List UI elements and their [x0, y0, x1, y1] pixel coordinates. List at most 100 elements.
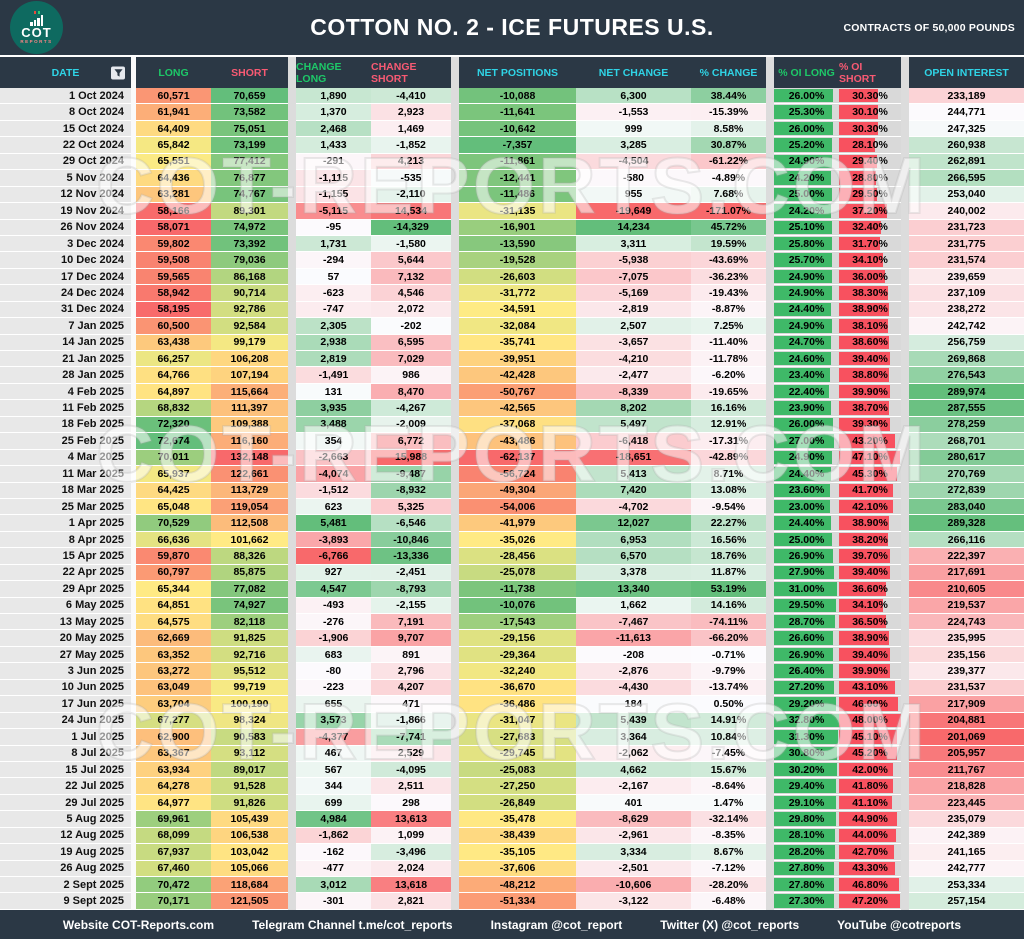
- oi-long-data-bar: [774, 89, 833, 103]
- column-group-divider: [901, 778, 909, 795]
- column-group-divider: [288, 597, 296, 614]
- column-group-divider: [288, 811, 296, 828]
- column-group-divider: [901, 696, 909, 713]
- column-group-divider: [288, 630, 296, 647]
- column-group-divider: [131, 416, 136, 434]
- column-group-divider: [288, 778, 296, 795]
- cell-long: 64,575: [136, 614, 211, 631]
- cell-changeLong: 699: [296, 794, 371, 812]
- cell-long: 67,460: [136, 860, 211, 877]
- cell-value: 28.20%: [788, 845, 825, 858]
- column-group-divider: [288, 663, 296, 680]
- column-group-divider: [451, 285, 459, 302]
- cell-oiLong: 28.10%: [774, 827, 839, 845]
- cell-long: 63,438: [136, 334, 211, 351]
- column-group-divider: [451, 564, 459, 582]
- data-table-body: 1 Oct 2024 60,571 70,659 1,890 -4,410 -10,088…: [0, 88, 1024, 910]
- cell-pctChange: 1.47%: [691, 794, 766, 812]
- cell-openInterest: 256,759: [909, 334, 1024, 351]
- oi-long-data-bar: [774, 598, 836, 612]
- cell-changeLong: -747: [296, 301, 371, 319]
- column-group-divider: [131, 351, 136, 368]
- column-group-divider: [766, 252, 774, 269]
- cell-pctChange: -171.07%: [691, 203, 766, 220]
- cell-pctChange: 8.58%: [691, 120, 766, 138]
- cell-long: 58,942: [136, 285, 211, 302]
- cell-pctChange: 14.91%: [691, 712, 766, 730]
- column-group-divider: [901, 893, 909, 910]
- cell-date: 29 Oct 2024: [0, 153, 131, 171]
- logo-ticks-icon: [33, 10, 40, 14]
- column-header-long: LONG: [136, 57, 211, 88]
- column-group-divider: [901, 186, 909, 204]
- cell-openInterest: 247,325: [909, 120, 1024, 138]
- column-group-divider: [766, 137, 774, 154]
- cell-short: 89,301: [211, 203, 288, 220]
- column-group-divider: [451, 367, 459, 384]
- cell-long: 64,409: [136, 120, 211, 138]
- column-group-divider: [766, 597, 774, 614]
- column-group-divider: [451, 383, 459, 401]
- cell-value: 28.10%: [852, 139, 888, 152]
- cell-value: 29.50%: [852, 188, 888, 201]
- column-group-divider: [766, 515, 774, 532]
- cell-oiShort: 31.70%: [839, 235, 901, 253]
- column-group-divider: [288, 104, 296, 121]
- cell-changeLong: 4,547: [296, 581, 371, 598]
- cell-oiLong: 27.00%: [774, 433, 839, 450]
- cell-date: 18 Mar 2025: [0, 482, 131, 499]
- column-header-openInterest: OPEN INTEREST: [909, 57, 1024, 88]
- column-group-divider: [131, 729, 136, 746]
- cell-value: 37.20%: [852, 204, 888, 217]
- cell-pctChange: 10.84%: [691, 729, 766, 746]
- footer-link-4[interactable]: YouTube @cotreports: [837, 917, 962, 932]
- oi-short-data-bar: [839, 368, 889, 382]
- oi-long-data-bar: [774, 565, 835, 580]
- cell-netPositions: -11,738: [459, 581, 576, 598]
- oi-short-data-bar: [839, 89, 878, 103]
- cell-openInterest: 278,259: [909, 416, 1024, 434]
- cell-pctChange: -9.79%: [691, 663, 766, 680]
- column-group-divider: [901, 367, 909, 384]
- cell-oiShort: 38.90%: [839, 301, 901, 319]
- cell-value: 42.10%: [852, 500, 888, 513]
- cell-value: 45.30%: [852, 467, 888, 480]
- oi-long-data-bar: [774, 352, 832, 366]
- footer-link-3[interactable]: Twitter (X) @cot_reports: [660, 917, 800, 932]
- cell-value: 28.70%: [788, 615, 825, 628]
- column-group-divider: [766, 729, 774, 746]
- column-group-divider: [901, 482, 909, 499]
- cell-netChange: -580: [576, 170, 691, 187]
- column-group-divider: [288, 646, 296, 664]
- cell-netChange: 13,340: [576, 581, 691, 598]
- oi-short-data-bar: [839, 467, 898, 481]
- cell-short: 98,324: [211, 712, 288, 730]
- oi-short-data-bar: [839, 730, 898, 744]
- oi-long-data-bar: [774, 286, 832, 300]
- cell-oiLong: 26.90%: [774, 646, 839, 664]
- table-row: 7 Jan 2025 60,500 92,584 2,305 -202 -32,084 2,…: [0, 318, 1024, 335]
- footer-link-1[interactable]: Telegram Channel t.me/cot_reports: [252, 917, 453, 932]
- cell-value: 27.00%: [788, 434, 825, 447]
- column-group-divider: [901, 548, 909, 565]
- cell-short: 73,392: [211, 235, 288, 253]
- column-group-divider: [451, 170, 459, 187]
- column-header-label: CHANGE SHORT: [371, 60, 417, 85]
- column-header-label: CHANGE LONG: [296, 60, 342, 85]
- footer-link-2[interactable]: Instagram @cot_report: [490, 917, 623, 932]
- column-group-divider: [766, 416, 774, 434]
- cell-netPositions: -12,441: [459, 170, 576, 187]
- oi-short-data-bar: [839, 187, 877, 202]
- cell-openInterest: 266,116: [909, 531, 1024, 549]
- cell-openInterest: 287,555: [909, 400, 1024, 417]
- date-filter-button[interactable]: [111, 66, 125, 79]
- column-group-divider: [288, 383, 296, 401]
- oi-long-data-bar: [774, 861, 835, 875]
- column-header-label: NET CHANGE: [598, 66, 669, 79]
- cell-value: 39.40%: [852, 648, 888, 661]
- column-group-divider: [288, 416, 296, 434]
- cell-changeShort: -14,329: [371, 219, 451, 236]
- cell-short: 74,767: [211, 186, 288, 204]
- column-group-divider: [901, 531, 909, 549]
- footer-link-0[interactable]: Website COT-Reports.com: [62, 917, 215, 932]
